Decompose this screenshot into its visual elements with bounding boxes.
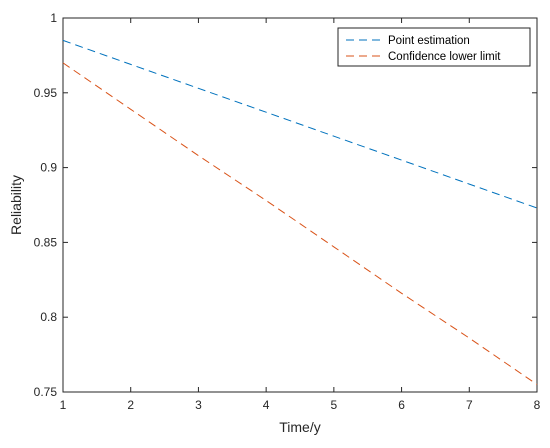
y-axis-label: Reliability [8, 175, 24, 235]
x-tick-label: 4 [263, 398, 270, 412]
x-tick-label: 6 [398, 398, 405, 412]
x-tick-label: 3 [195, 398, 202, 412]
y-tick-label: 0.95 [34, 86, 58, 100]
x-tick-label: 5 [331, 398, 338, 412]
y-tick-label: 1 [50, 11, 57, 25]
legend: Point estimation Confidence lower limit [337, 27, 531, 67]
series-group [62, 39, 538, 385]
y-tick-label: 0.8 [40, 310, 57, 324]
x-tick-label: 2 [127, 398, 134, 412]
y-tick-label: 0.85 [34, 235, 58, 249]
y-tick-label: 0.75 [34, 385, 58, 399]
y-axis-ticks: 0.75 0.8 0.85 0.9 0.95 1 [34, 11, 537, 399]
legend-label-point-estimation: Point estimation [388, 35, 470, 47]
x-tick-label: 8 [534, 398, 541, 412]
series-line-confidence-lower-limit [62, 62, 538, 385]
plot-area [62, 17, 538, 393]
x-axis-label: Time/y [279, 419, 320, 435]
x-tick-label: 7 [466, 398, 473, 412]
x-tick-label: 1 [60, 398, 67, 412]
legend-box [337, 27, 531, 67]
y-tick-label: 0.9 [40, 161, 57, 175]
x-axis-ticks: 1 2 3 4 5 6 7 8 [60, 18, 541, 412]
axes-box [62, 17, 538, 393]
legend-label-confidence-lower-limit: Confidence lower limit [388, 51, 501, 63]
series-line-point-estimation [62, 39, 538, 209]
